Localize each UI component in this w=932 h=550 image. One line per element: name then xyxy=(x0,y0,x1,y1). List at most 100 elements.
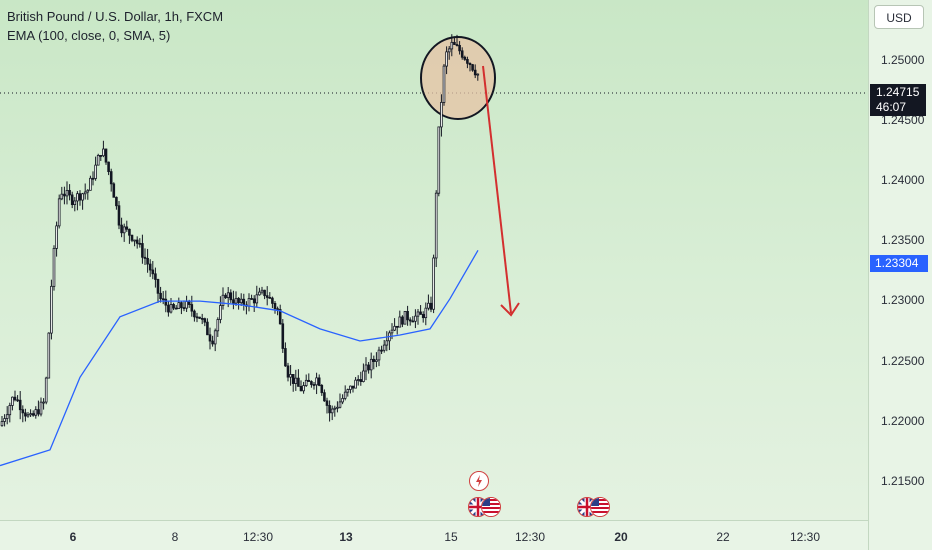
candle-body xyxy=(476,73,480,76)
candle-body xyxy=(468,62,472,66)
time-axis[interactable]: 6 8 12:30 13 15 12:30 20 22 12:30 xyxy=(0,520,868,550)
candle-body xyxy=(42,401,45,404)
candle-body xyxy=(406,311,409,321)
candle-body xyxy=(367,364,370,371)
candle-body xyxy=(190,304,194,312)
candle-body xyxy=(401,316,404,325)
price-axis[interactable]: 1.25000 1.24500 1.24000 1.23500 1.23000 1.225… xyxy=(868,0,932,550)
candle-body xyxy=(323,392,326,402)
candle-body xyxy=(164,298,168,306)
price-tick-label: 1.24000 xyxy=(881,173,925,187)
candle-body xyxy=(393,325,396,331)
candle-body xyxy=(112,183,116,198)
candle-body xyxy=(359,379,363,382)
candle-body xyxy=(421,314,425,319)
candle-body xyxy=(34,409,38,416)
candle-body xyxy=(375,359,378,362)
candle-body xyxy=(193,310,196,318)
price-tick-label: 1.25000 xyxy=(881,53,925,67)
candle-body xyxy=(427,302,430,309)
candle-body xyxy=(398,316,402,328)
candle-body xyxy=(16,399,19,402)
downward-arrow[interactable] xyxy=(482,65,520,317)
candle-body xyxy=(57,198,61,227)
candle-body xyxy=(146,258,149,265)
currency-button[interactable]: USD xyxy=(874,5,924,29)
candle-body xyxy=(128,228,131,236)
candle-body xyxy=(336,406,339,409)
candle-body xyxy=(151,269,155,275)
candle-body xyxy=(94,164,97,179)
candle-body xyxy=(432,257,435,310)
price-tick-label: 1.22500 xyxy=(881,354,925,368)
candle-body xyxy=(325,400,329,406)
candle-body xyxy=(229,292,233,301)
highlight-circle[interactable] xyxy=(420,36,496,120)
time-tick-label: 13 xyxy=(339,530,353,544)
candle-body xyxy=(341,397,344,403)
price-tick-label: 1.22000 xyxy=(881,414,925,428)
symbol-title[interactable]: British Pound / U.S. Dollar, 1h, FXCM xyxy=(7,9,224,24)
price-tick-label: 1.23000 xyxy=(881,293,925,307)
indicator-label[interactable]: EMA (100, close, 0, SMA, 5) xyxy=(7,28,171,43)
candle-body xyxy=(213,330,217,345)
price-tick-label: 1.24500 xyxy=(881,113,925,127)
time-tick-label: 22 xyxy=(716,530,730,544)
candle-body xyxy=(333,407,337,410)
candle-body xyxy=(382,344,386,351)
candle-body xyxy=(187,301,191,305)
candle-body xyxy=(258,291,261,296)
us-flag-icon[interactable] xyxy=(590,497,610,517)
candle-body xyxy=(473,69,477,76)
lightning-bolt-icon[interactable] xyxy=(469,471,489,491)
candle-body xyxy=(278,309,282,325)
candle-body xyxy=(76,193,79,202)
candle-body xyxy=(276,308,279,311)
candle-body xyxy=(216,319,220,332)
candle-body xyxy=(138,242,142,245)
candle-body xyxy=(81,193,84,201)
candle-body xyxy=(317,377,321,386)
us-flag-icon[interactable] xyxy=(481,497,501,517)
candle-body xyxy=(414,315,417,322)
candle-body xyxy=(83,191,87,195)
candle-body xyxy=(11,396,14,406)
candle-body xyxy=(255,294,259,304)
candle-body xyxy=(437,126,441,194)
candle-body xyxy=(130,234,134,241)
candle-body xyxy=(159,292,162,300)
candle-body xyxy=(289,374,292,378)
time-tick-label: 12:30 xyxy=(514,530,546,544)
candle-body xyxy=(18,399,22,411)
candle-body xyxy=(419,311,422,315)
candle-body xyxy=(330,408,334,414)
price-chart[interactable] xyxy=(0,0,868,520)
candle-body xyxy=(208,334,212,342)
candle-body xyxy=(250,298,253,300)
candle-body xyxy=(369,358,373,371)
candle-body xyxy=(226,292,230,299)
candle-body xyxy=(390,329,394,334)
candle-body xyxy=(143,256,147,259)
candle-body xyxy=(271,297,274,304)
candle-body xyxy=(237,297,240,304)
chart-legend[interactable]: British Pound / U.S. Dollar, 1h, FXCM EM… xyxy=(7,7,223,45)
candle-body xyxy=(232,299,235,304)
candle-body xyxy=(107,161,110,173)
candle-body xyxy=(99,155,103,157)
candle-body xyxy=(239,298,243,304)
candle-body xyxy=(338,401,342,408)
candle-body xyxy=(167,304,170,313)
candle-body xyxy=(460,50,464,58)
candle-body xyxy=(362,370,365,382)
candle-body xyxy=(91,177,95,180)
candle-body xyxy=(102,148,105,157)
candle-body xyxy=(133,239,136,242)
candle-body xyxy=(265,295,269,298)
candle-body xyxy=(180,302,183,309)
candle-body xyxy=(328,405,331,414)
candle-body xyxy=(471,64,474,71)
candle-body xyxy=(221,294,225,306)
candle-body xyxy=(416,311,420,317)
